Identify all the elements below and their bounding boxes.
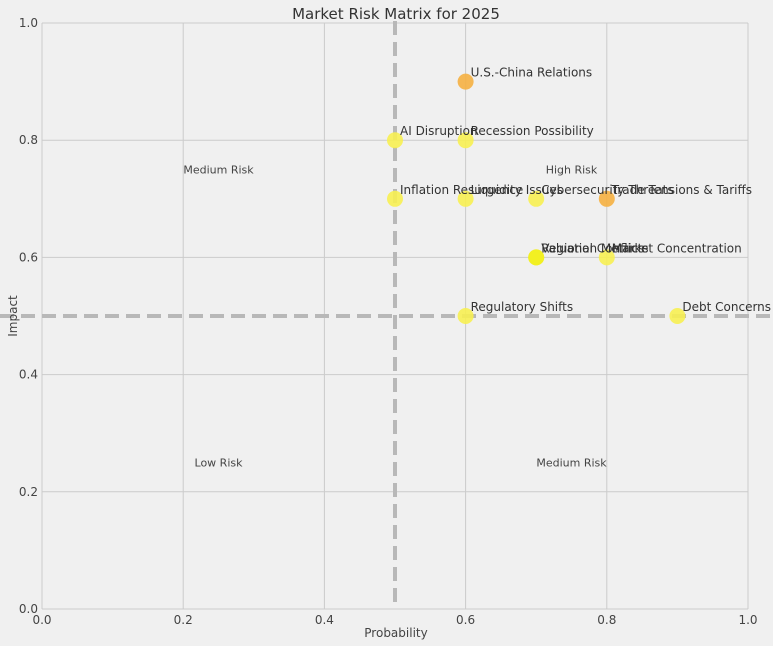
y-tick-label: 0.4 [19,368,38,382]
y-tick-label: 0.6 [19,250,38,264]
x-tick-label: 1.0 [738,613,757,627]
quadrant-label: High Risk [546,164,598,177]
data-point-label: AI Disruption [400,124,478,138]
data-point [457,132,474,149]
y-tick-label: 0.2 [19,485,38,499]
data-point-label: Regional Conflicts [541,241,648,255]
data-points: U.S.-China Relations AI DisruptionRecessi… [387,66,771,324]
data-point [387,132,403,149]
data-point-label: Cybersecurity Threats [541,183,673,197]
data-point-label: Regulatory Shifts [471,300,574,314]
y-tick-label: 0.0 [19,602,38,616]
data-point [387,190,403,207]
y-axis-label: Impact [6,295,20,337]
quadrant-labels: Medium Risk High Risk Low Risk Medium Risk [183,164,607,470]
y-tick-labels: 0.0 0.2 0.4 0.6 0.8 1.0 [19,16,38,616]
data-point-label: Valuation Metrics [541,241,644,255]
data-point-label: Inflation Resurgence [400,183,523,197]
x-tick-label: 0.6 [456,613,475,627]
quadrant-label: Medium Risk [183,164,254,177]
data-point-label: Market Concentration [612,241,742,255]
threshold-lines [0,21,773,609]
data-point-label: Trade Tensions & Tariffs [611,183,752,197]
data-point-label: U.S.-China Relations [471,66,593,80]
data-point [528,190,545,207]
quadrant-label: Low Risk [195,457,244,470]
data-point [457,308,474,324]
data-point-label: Liquidity Issues [471,183,563,197]
y-tick-label: 0.8 [19,133,38,147]
data-point-label: Recession Possibility [471,124,594,138]
data-point [457,73,474,90]
x-tick-label: 0.0 [32,613,51,627]
data-point [457,190,474,207]
quadrant-label: Medium Risk [536,457,607,470]
data-point [669,308,686,324]
x-tick-label: 0.2 [174,613,193,627]
x-tick-label: 0.8 [597,613,616,627]
x-axis-label: Probability [364,626,427,640]
data-point-label: Debt Concerns [682,300,771,314]
data-point [598,249,615,266]
chart-title: Market Risk Matrix for 2025 [292,5,500,23]
data-point [598,190,615,207]
x-tick-labels: 0.0 0.2 0.4 0.6 0.8 1.0 [32,613,757,627]
data-point [528,249,545,266]
y-tick-label: 1.0 [19,16,38,30]
x-tick-label: 0.4 [315,613,334,627]
